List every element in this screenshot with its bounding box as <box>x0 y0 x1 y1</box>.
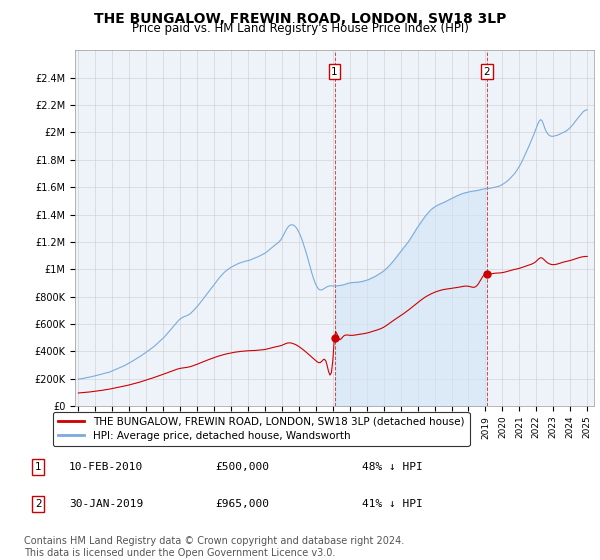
Text: 30-JAN-2019: 30-JAN-2019 <box>69 499 143 509</box>
Text: THE BUNGALOW, FREWIN ROAD, LONDON, SW18 3LP: THE BUNGALOW, FREWIN ROAD, LONDON, SW18 … <box>94 12 506 26</box>
Text: 41% ↓ HPI: 41% ↓ HPI <box>362 499 423 509</box>
Text: 10-FEB-2010: 10-FEB-2010 <box>69 462 143 472</box>
Text: Price paid vs. HM Land Registry's House Price Index (HPI): Price paid vs. HM Land Registry's House … <box>131 22 469 35</box>
Text: 1: 1 <box>35 462 41 472</box>
Text: 2: 2 <box>484 67 490 77</box>
Legend: THE BUNGALOW, FREWIN ROAD, LONDON, SW18 3LP (detached house), HPI: Average price: THE BUNGALOW, FREWIN ROAD, LONDON, SW18 … <box>53 412 470 446</box>
Text: 2: 2 <box>35 499 41 509</box>
Text: 1: 1 <box>331 67 338 77</box>
Text: 48% ↓ HPI: 48% ↓ HPI <box>362 462 423 472</box>
Text: £965,000: £965,000 <box>216 499 270 509</box>
Text: £500,000: £500,000 <box>216 462 270 472</box>
Text: Contains HM Land Registry data © Crown copyright and database right 2024.
This d: Contains HM Land Registry data © Crown c… <box>24 536 404 558</box>
